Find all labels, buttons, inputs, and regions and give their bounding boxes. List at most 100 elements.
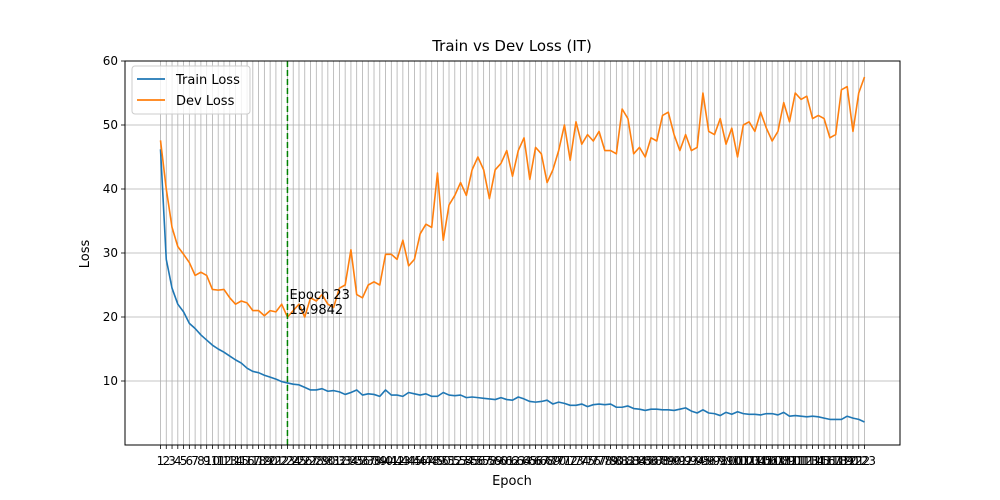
x-tick-label: 75 — [580, 454, 595, 468]
x-tick-label: 123 — [853, 454, 876, 468]
x-tick-label: 45 — [407, 454, 422, 468]
x-tick-label: 99 — [718, 454, 733, 468]
x-tick-label: 109 — [772, 454, 795, 468]
x-tick-label: 83 — [626, 454, 641, 468]
x-tick-label: 2 — [162, 454, 170, 468]
x-tick-label: 21 — [268, 454, 283, 468]
x-tick-label: 98 — [713, 454, 728, 468]
annotation-epoch-text: Epoch 23 — [289, 288, 349, 303]
x-tick-label: 74 — [574, 454, 589, 468]
x-tick-label: 7 — [191, 454, 199, 468]
x-tick-label: 40 — [378, 454, 393, 468]
x-tick-label: 84 — [632, 454, 647, 468]
x-tick-label: 13 — [222, 454, 237, 468]
x-tick-label: 65 — [522, 454, 537, 468]
x-tick-label: 63 — [511, 454, 526, 468]
y-tick-layer: 10 20 30 40 50 60 — [103, 54, 125, 388]
annotation-value-text: 19.9842 — [289, 303, 343, 318]
x-tick-label: 38 — [366, 454, 381, 468]
x-tick-label: 115 — [807, 454, 830, 468]
x-tick-label: 57 — [476, 454, 491, 468]
x-tick-label: 18 — [251, 454, 266, 468]
x-tick-label: 76 — [586, 454, 601, 468]
x-tick-label: 66 — [528, 454, 543, 468]
x-tick-label: 1 — [157, 454, 165, 468]
y-tick-label: 50 — [103, 118, 118, 132]
x-tick-label: 22 — [274, 454, 289, 468]
x-tick-label: 102 — [732, 454, 755, 468]
x-tick-label: 117 — [818, 454, 841, 468]
x-tick-label: 60 — [493, 454, 508, 468]
x-tick-label: 3 — [168, 454, 176, 468]
x-tick-label: 43 — [395, 454, 410, 468]
x-tick-label: 23 — [280, 454, 295, 468]
x-tick-label: 82 — [620, 454, 635, 468]
x-tick-label: 12 — [216, 454, 231, 468]
y-tick-label: 40 — [103, 182, 118, 196]
x-tick-label: 104 — [743, 454, 766, 468]
x-tick-label: 28 — [309, 454, 324, 468]
x-tick-label: 95 — [695, 454, 710, 468]
x-tick-label: 10 — [205, 454, 220, 468]
grid-layer — [125, 60, 900, 445]
x-tick-label: 11 — [211, 454, 226, 468]
x-tick-label: 51 — [441, 454, 456, 468]
x-tick-label: 64 — [516, 454, 531, 468]
x-tick-label: 24 — [286, 454, 301, 468]
y-tick-label: 10 — [103, 374, 118, 388]
series-line-train-loss — [159, 149, 865, 423]
x-tick-label: 96 — [701, 454, 716, 468]
x-tick-layer: 1234567891011121314151617181920212223242… — [157, 445, 876, 468]
x-tick-label: 69 — [545, 454, 560, 468]
x-tick-label: 111 — [784, 454, 807, 468]
x-tick-label: 47 — [418, 454, 433, 468]
x-tick-label: 52 — [447, 454, 462, 468]
x-tick-label: 105 — [749, 454, 772, 468]
x-tick-label: 36 — [355, 454, 370, 468]
x-tick-label: 27 — [303, 454, 318, 468]
x-tick-label: 20 — [262, 454, 277, 468]
x-tick-label: 29 — [314, 454, 329, 468]
x-tick-label: 6 — [186, 454, 194, 468]
x-tick-label: 49 — [430, 454, 445, 468]
x-tick-label: 4 — [174, 454, 182, 468]
series-layer — [159, 76, 866, 423]
annotation-layer: Epoch 23 19.9842 — [286, 61, 350, 445]
x-tick-label: 9 — [203, 454, 211, 468]
y-tick-label: 30 — [103, 246, 118, 260]
x-tick-label: 68 — [539, 454, 554, 468]
x-tick-label: 77 — [591, 454, 606, 468]
x-tick-label: 42 — [389, 454, 404, 468]
x-tick-label: 110 — [778, 454, 801, 468]
legend-box — [131, 65, 251, 115]
x-tick-label: 118 — [824, 454, 847, 468]
x-tick-label: 55 — [464, 454, 479, 468]
plot-frame — [124, 60, 901, 446]
x-tick-label: 85 — [638, 454, 653, 468]
x-tick-label: 122 — [847, 454, 870, 468]
x-tick-label: 50 — [436, 454, 451, 468]
series-line-dev-loss — [159, 76, 866, 318]
x-tick-label: 106 — [755, 454, 778, 468]
x-tick-label: 90 — [666, 454, 681, 468]
y-axis-label: Loss — [78, 240, 93, 269]
x-tick-label: 41 — [384, 454, 399, 468]
x-tick-label: 35 — [349, 454, 364, 468]
x-tick-label: 19 — [257, 454, 272, 468]
x-tick-label: 37 — [361, 454, 376, 468]
x-tick-label: 44 — [401, 454, 416, 468]
x-tick-label: 5 — [180, 454, 188, 468]
x-tick-label: 94 — [690, 454, 705, 468]
x-tick-label: 79 — [603, 454, 618, 468]
x-tick-label: 56 — [470, 454, 485, 468]
x-tick-label: 80 — [609, 454, 624, 468]
x-tick-label: 112 — [790, 454, 813, 468]
x-tick-label: 15 — [234, 454, 249, 468]
x-tick-label: 73 — [568, 454, 583, 468]
x-tick-label: 62 — [505, 454, 520, 468]
x-tick-label: 8 — [197, 454, 205, 468]
x-tick-label: 31 — [326, 454, 341, 468]
x-tick-label: 113 — [795, 454, 818, 468]
x-axis-label: Epoch — [492, 474, 532, 489]
y-tick-label: 20 — [103, 310, 118, 324]
